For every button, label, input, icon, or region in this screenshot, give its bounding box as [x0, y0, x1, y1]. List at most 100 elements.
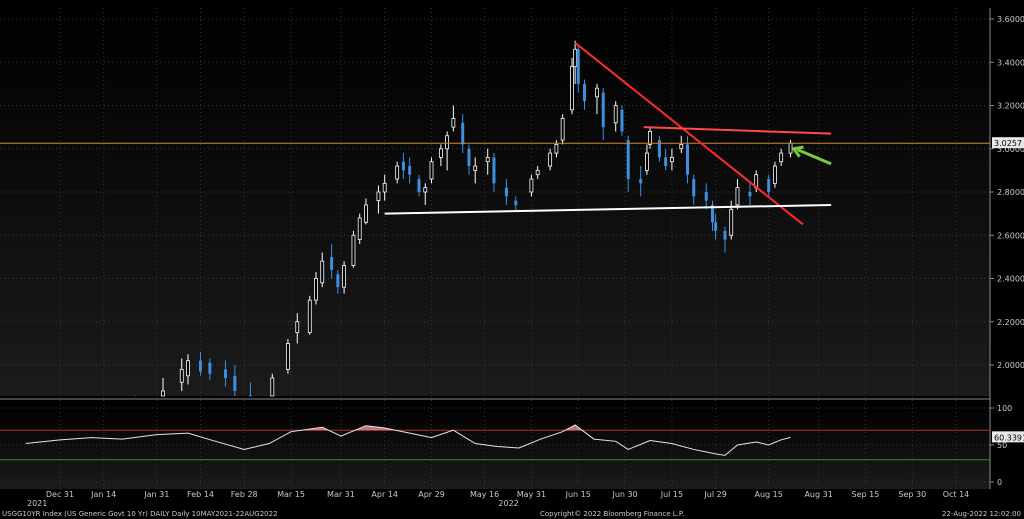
candle-up: [548, 152, 553, 167]
rsi-axis-labels: 100 50 0: [990, 404, 1012, 487]
rsi-overbought-area: [365, 425, 385, 431]
candle-down: [467, 148, 471, 167]
candle-up: [670, 156, 674, 163]
rsi-grid: [0, 407, 990, 483]
time-tick-label: Oct 14: [943, 490, 970, 499]
candle-down: [620, 109, 624, 132]
candle-up: [735, 187, 740, 206]
candle-down: [710, 204, 714, 223]
footer-copyright: Copyright© 2022 Bloomberg Finance L.P.: [540, 510, 684, 518]
candle-up: [307, 299, 312, 333]
candle-down: [626, 140, 630, 180]
candle-up: [438, 148, 443, 158]
candle-down: [686, 144, 690, 175]
candle-up: [364, 204, 368, 223]
time-tick-label: Aug 31: [804, 490, 832, 499]
trendlines: [384, 42, 832, 226]
rsi-tick-label: 50: [997, 441, 1007, 450]
candle-up: [179, 368, 184, 383]
candle-up: [485, 156, 490, 163]
candle-up: [613, 105, 618, 124]
candle-up: [429, 161, 434, 180]
candle-up: [376, 191, 381, 202]
candle-up: [645, 152, 649, 171]
time-tick-label: Jun 30: [611, 490, 637, 499]
candle-up: [423, 187, 428, 193]
candle-down: [639, 179, 643, 184]
candle-up: [295, 321, 300, 333]
candle-up: [286, 342, 290, 370]
candle-down: [582, 83, 586, 102]
time-tick-label: Mar 31: [327, 490, 355, 499]
candle-down: [657, 140, 661, 158]
candle-up: [342, 265, 346, 288]
candle-up: [570, 66, 574, 111]
time-tick-label: Apr 14: [371, 490, 398, 499]
last-price-value: 3.0257: [994, 139, 1022, 148]
candle-up: [773, 165, 777, 184]
trendline: [384, 203, 832, 215]
candle-up: [351, 234, 356, 266]
candle-down: [336, 274, 340, 288]
price-tick-label: 2.8000: [997, 188, 1024, 197]
candle-up: [395, 165, 400, 180]
candle-up: [473, 165, 478, 171]
time-tick-label: Sep 15: [852, 490, 880, 499]
candle-down: [748, 192, 752, 197]
candle-up: [314, 278, 318, 301]
candle-down: [576, 49, 580, 84]
time-tick-label: Feb 28: [231, 490, 258, 499]
candle-up: [186, 360, 190, 377]
candle-down: [401, 161, 405, 171]
time-tick-label: May 16: [470, 490, 499, 499]
candle-up: [648, 131, 652, 145]
time-axis-labels: Dec 31 Jan 14 Jan 31 Feb 14 Feb 28 Mar 15 Mar …: [27, 490, 969, 508]
price-tick-label: 2.6000: [997, 231, 1024, 240]
candle-down: [664, 157, 668, 167]
annotation-arrow: [790, 145, 832, 166]
candle-up: [729, 208, 734, 236]
time-tick-label: Feb 14: [187, 490, 214, 499]
candle-up: [529, 178, 534, 193]
year-label: 2022: [498, 499, 518, 508]
price-axis-labels: 3.6000 3.4000 3.2000 3.0000 2.8000 2.6000 2.40…: [990, 15, 1024, 370]
price-tick-label: 2.2000: [997, 318, 1024, 327]
year-label: 2021: [27, 499, 47, 508]
time-tick-label: Sep 30: [898, 490, 926, 499]
candle-up: [535, 169, 540, 176]
footer-security: USGG10YR Index (US Generic Govt 10 Yr) D…: [2, 510, 278, 518]
time-tick-label: Jul 29: [703, 490, 726, 499]
time-tick-label: Jan 31: [143, 490, 169, 499]
rsi-last-value: 60.3391: [994, 433, 1024, 442]
rsi-tick-label: 100: [997, 404, 1012, 413]
last-price-tag: 3.0257: [992, 137, 1024, 149]
candle-down: [330, 256, 334, 270]
candle-down: [767, 179, 771, 192]
candle-down: [461, 122, 465, 145]
candle-down: [714, 222, 718, 231]
arrow-shaft: [797, 148, 832, 166]
trendline: [643, 126, 832, 135]
candle-up: [573, 48, 578, 67]
candle-up: [779, 152, 784, 163]
time-tick-label: Apr 29: [418, 490, 445, 499]
candle-down: [601, 92, 605, 128]
candle-down: [208, 362, 212, 374]
candle-down: [198, 360, 202, 372]
candle-down: [233, 375, 237, 391]
candle-up: [595, 87, 599, 98]
price-tick-label: 3.0000: [997, 145, 1024, 154]
price-tick-label: 3.2000: [997, 102, 1024, 111]
price-candles: [134, 40, 793, 397]
candle-up: [679, 144, 684, 150]
price-tick-label: 2.4000: [997, 275, 1024, 284]
time-tick-label: Jun 15: [565, 490, 591, 499]
price-tick-label: 3.6000: [997, 15, 1024, 24]
time-grid: [59, 8, 957, 489]
time-tick-label: Jul 15: [660, 490, 683, 499]
trendline: [574, 42, 804, 226]
rsi-line: [25, 424, 791, 456]
candle-up: [270, 377, 275, 397]
candle-up: [382, 182, 387, 193]
